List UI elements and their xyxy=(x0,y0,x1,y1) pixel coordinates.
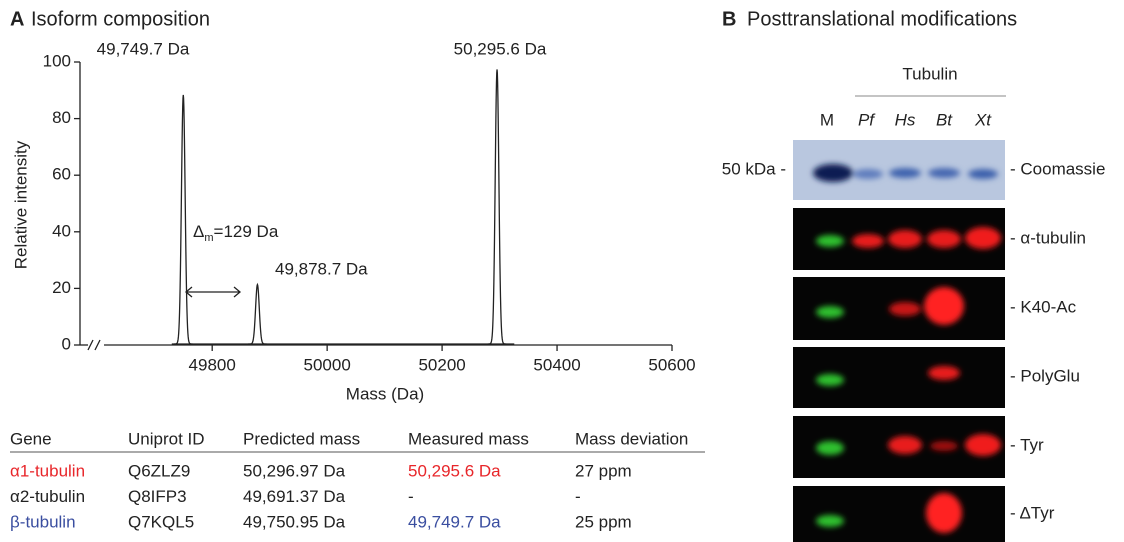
y-tick-label: 20 xyxy=(52,278,71,297)
blot-panel xyxy=(793,486,1005,542)
table-cell: Q7KQL5 xyxy=(128,512,194,531)
x-tick-label: 50400 xyxy=(533,355,580,374)
table-cell: 49,749.7 Da xyxy=(408,512,501,531)
lane-label: Pf xyxy=(858,110,876,129)
blot-label: - PolyGlu xyxy=(1010,366,1080,385)
peak-label: 49,878.7 Da xyxy=(275,259,368,278)
table-cell: 50,295.6 Da xyxy=(408,461,501,480)
table-cell: Q8IFP3 xyxy=(128,487,187,506)
table-header: Predicted mass xyxy=(243,429,360,448)
table-cell: 50,296.97 Da xyxy=(243,461,346,480)
x-axis-label: Mass (Da) xyxy=(346,384,424,403)
table-cell: 25 ppm xyxy=(575,512,632,531)
y-tick-label: 80 xyxy=(52,108,71,127)
delta-arrow xyxy=(186,287,240,297)
blot-label: - Coomassie xyxy=(1010,159,1105,178)
blots xyxy=(793,140,1005,542)
table-cell: - xyxy=(408,487,414,506)
x-tick-label: 50000 xyxy=(304,355,351,374)
axis-break xyxy=(88,340,100,350)
y-tick-label: 40 xyxy=(52,221,71,240)
lane-label: Xt xyxy=(974,110,992,129)
y-tick-label: 0 xyxy=(62,334,71,353)
peak xyxy=(488,69,506,344)
x-tick-label: 50600 xyxy=(648,355,695,374)
table-cell: Q6ZLZ9 xyxy=(128,461,190,480)
panel-title: Posttranslational modifications xyxy=(747,8,1017,30)
x-tick-label: 50200 xyxy=(418,355,465,374)
table-cell: α1-tubulin xyxy=(10,461,85,480)
peak-label: 50,295.6 Da xyxy=(454,39,547,58)
y-tick-label: 100 xyxy=(43,51,71,70)
panel-letter: A xyxy=(10,8,24,30)
panel-title: Isoform composition xyxy=(31,8,210,30)
blot-label: - Tyr xyxy=(1010,435,1044,454)
table-cell: - xyxy=(575,487,581,506)
blot-label: - K40-Ac xyxy=(1010,297,1077,316)
table-cell: 49,750.95 Da xyxy=(243,512,346,531)
peak-label: 49,749.7 Da xyxy=(97,39,190,58)
lane-labels: M Pf Hs Bt Xt xyxy=(820,110,992,129)
table-cell: 49,691.37 Da xyxy=(243,487,346,506)
table-header: Mass deviation xyxy=(575,429,688,448)
table-header: Measured mass xyxy=(408,429,529,448)
group-label: Tubulin xyxy=(902,64,957,83)
marker-label: 50 kDa - xyxy=(722,159,786,178)
blot-label: - α-tubulin xyxy=(1010,228,1086,247)
panel-letter: B xyxy=(722,8,736,30)
lane-label: M xyxy=(820,110,834,129)
table-header: Gene xyxy=(10,429,52,448)
figure: A Isoform composition Relative intensity… xyxy=(0,0,1124,542)
y-axis-label: Relative intensity xyxy=(11,140,30,269)
table-cell: α2-tubulin xyxy=(10,487,85,506)
lane-label: Hs xyxy=(895,110,916,129)
blot-label: - ΔTyr xyxy=(1010,503,1055,522)
peak xyxy=(248,285,266,344)
table-header: Uniprot ID xyxy=(128,429,205,448)
blot-labels: - Coomassie - α-tubulin - K40-Ac - PolyGlu -… xyxy=(1010,159,1105,522)
table: Gene Uniprot ID Predicted mass Measured mas… xyxy=(10,429,688,531)
delta-annotation: Δm=129 Da xyxy=(193,222,279,243)
x-tick-label: 49800 xyxy=(189,355,236,374)
table-cell: β-tubulin xyxy=(10,512,76,531)
peak xyxy=(174,95,192,344)
y-tick-label: 60 xyxy=(52,165,71,184)
table-cell: 27 ppm xyxy=(575,461,632,480)
lane-label: Bt xyxy=(936,110,953,129)
